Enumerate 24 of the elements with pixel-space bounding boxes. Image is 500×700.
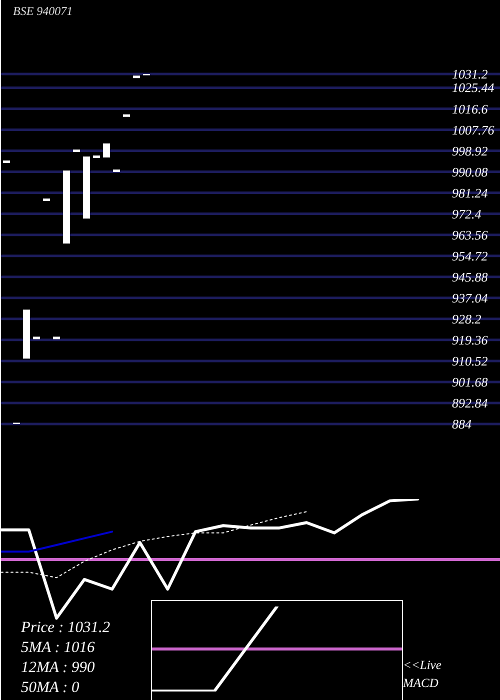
y-tick-label: 998.92 bbox=[452, 143, 488, 158]
text: <<Live MACD bbox=[403, 657, 442, 692]
y-tick-label: 937.04 bbox=[452, 290, 488, 306]
y-tick-label: 919.36 bbox=[452, 332, 488, 348]
chart-title: BSE 940071 bbox=[13, 4, 73, 19]
y-tick-label: 990.08 bbox=[452, 164, 488, 180]
text: Price : 1031.2 bbox=[21, 618, 110, 638]
y-tick-label: 901.68 bbox=[452, 374, 488, 390]
text: 12MA : 990 bbox=[21, 658, 96, 678]
y-tick-label: 972.4 bbox=[452, 206, 482, 222]
y-tick-label: 910.52 bbox=[452, 353, 488, 368]
y-tick-label: 1025.44 bbox=[452, 80, 495, 96]
y-tick-label: 1016.6 bbox=[452, 101, 488, 116]
y-tick-label: 1007.76 bbox=[452, 122, 495, 138]
y-tick-label: 1031.2 bbox=[452, 66, 488, 82]
y-tick-label: 954.72 bbox=[452, 248, 488, 264]
y-tick-label: 945.88 bbox=[452, 269, 488, 284]
y-tick-label: 892.84 bbox=[452, 396, 488, 411]
text: 50MA : 0 bbox=[21, 678, 80, 698]
y-tick-label: 928.2 bbox=[452, 311, 482, 326]
y-tick-label: 884 bbox=[452, 416, 472, 432]
y-tick-label: 981.24 bbox=[452, 185, 488, 200]
text: 5MA : 1016 bbox=[21, 638, 96, 658]
y-tick-label: 963.56 bbox=[452, 227, 488, 242]
